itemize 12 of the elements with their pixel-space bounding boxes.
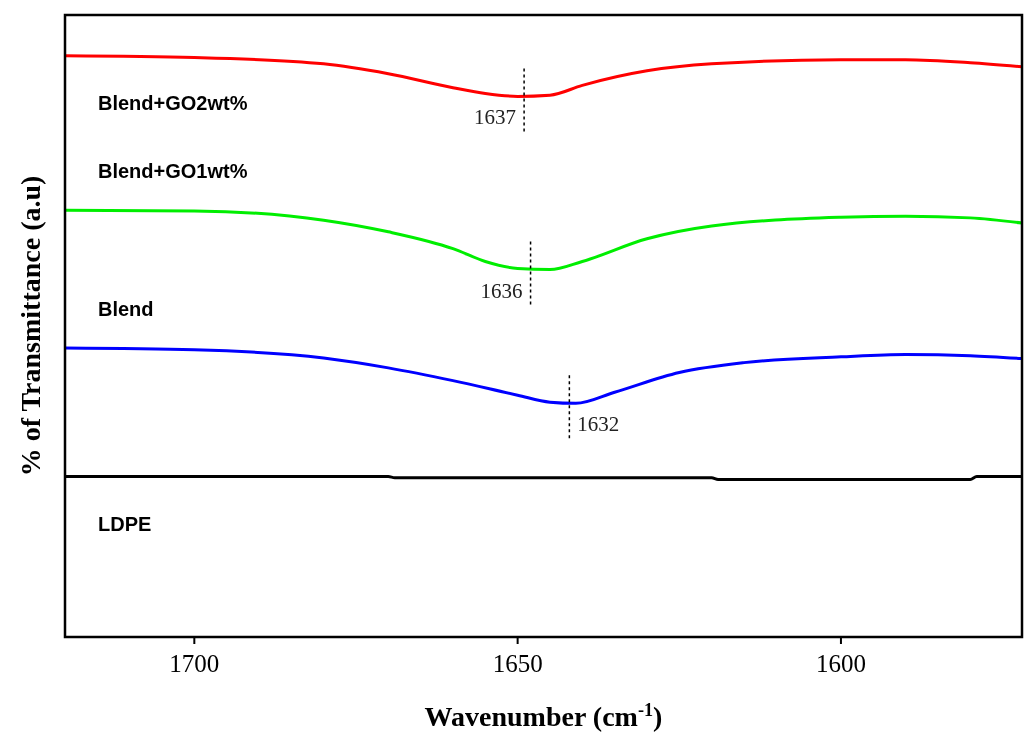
annotation: 1632 [577, 412, 620, 437]
series-label: Blend+GO2wt% [98, 91, 248, 114]
y-axis-title: % of Transmittance (a.u) [15, 175, 46, 477]
annotation: 1637 [474, 105, 517, 130]
series-label: Blend+GO1wt% [98, 160, 248, 183]
series-label: Blend [98, 298, 154, 321]
x-tick-label: 1650 [492, 650, 543, 677]
series-label: LDPE [98, 512, 152, 535]
x-tick-label: 1700 [169, 650, 220, 677]
x-axis-title: Wavenumber (cm$^{-1}$) [424, 700, 663, 732]
x-tick-label: 1600 [815, 650, 866, 677]
annotation: 1636 [480, 278, 523, 303]
